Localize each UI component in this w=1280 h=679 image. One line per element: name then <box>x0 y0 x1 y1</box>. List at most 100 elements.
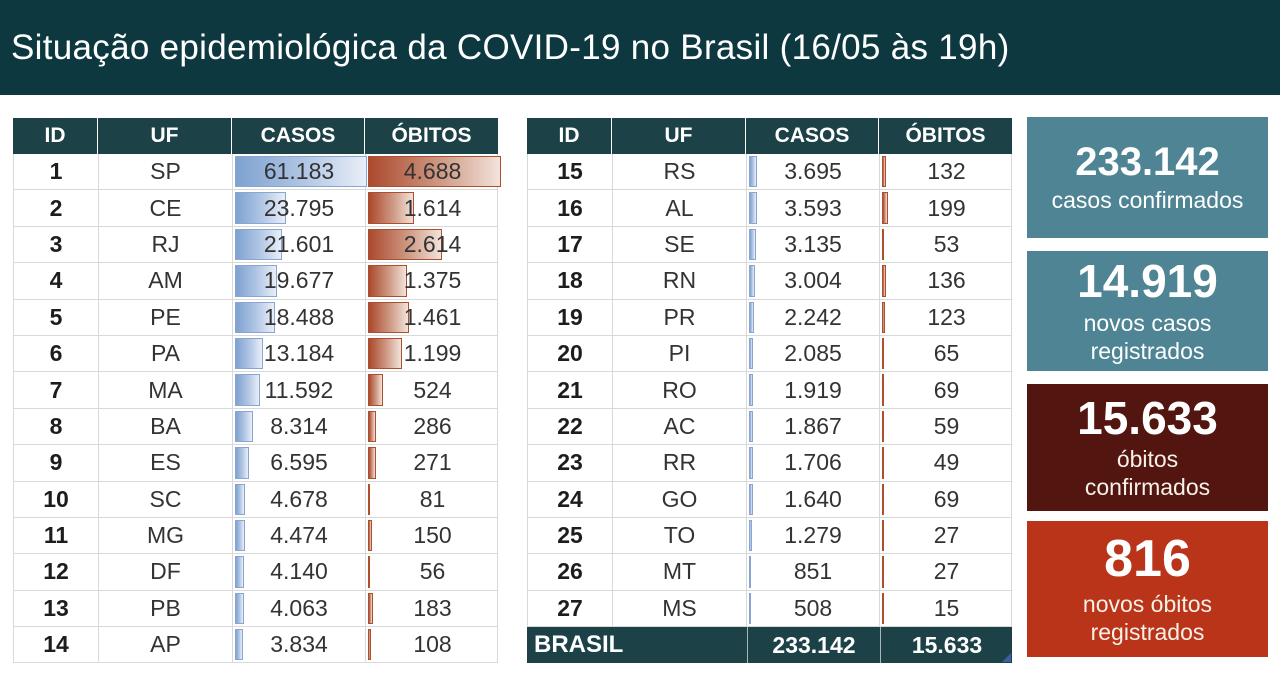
table-row: 23 RR 1.706 49 <box>527 445 1012 482</box>
table-row: 18 RN 3.004 136 <box>527 263 1012 300</box>
casos-databar <box>749 447 753 479</box>
obitos-value: 183 <box>413 594 452 621</box>
row-casos-cell: 4.474 <box>233 517 366 554</box>
obitos-value: 4.688 <box>403 158 462 185</box>
row-uf: PA <box>99 335 233 372</box>
row-casos-cell: 4.063 <box>233 590 366 627</box>
casos-databar <box>749 265 756 297</box>
row-casos-cell: 61.183 <box>233 154 367 190</box>
obitos-value: 53 <box>933 230 960 257</box>
row-uf: PR <box>613 299 747 335</box>
row-id: 26 <box>528 554 613 590</box>
row-obitos-cell: 4.688 <box>366 154 501 189</box>
row-id: 16 <box>528 190 613 226</box>
casos-databar <box>749 592 751 625</box>
card-value: 15.633 <box>1077 391 1218 444</box>
row-uf: PE <box>99 299 233 335</box>
obitos-value: 56 <box>419 558 446 585</box>
table-row: 25 TO 1.279 27 <box>527 517 1012 555</box>
obitos-databar <box>882 337 884 370</box>
table-row: 9 ES 6.595 271 <box>13 445 498 482</box>
obitos-value: 271 <box>413 449 452 476</box>
row-id: 3 <box>14 226 99 263</box>
row-uf: RO <box>613 372 747 408</box>
row-casos-cell: 21.601 <box>233 226 366 263</box>
row-uf: RJ <box>99 226 233 263</box>
row-casos-cell: 3.695 <box>747 154 880 190</box>
obitos-databar <box>368 629 372 661</box>
obitos-databar <box>368 301 410 333</box>
table-row: 7 MA 11.592 524 <box>13 372 498 409</box>
row-id: 10 <box>14 481 99 517</box>
casos-value: 18.488 <box>263 303 335 330</box>
obitos-databar <box>368 156 501 188</box>
card-label: casos confirmados <box>1051 186 1244 213</box>
obitos-databar <box>368 265 407 297</box>
row-obitos-cell: 199 <box>880 190 1013 225</box>
table-row: 21 RO 1.919 69 <box>527 372 1013 409</box>
header-id: ID <box>527 118 612 154</box>
table-row: 20 PI 2.085 65 <box>527 335 1013 373</box>
obitos-databar <box>882 374 884 406</box>
row-uf: RN <box>613 263 747 299</box>
row-obitos-cell: 1.199 <box>366 336 499 371</box>
row-casos-cell: 1.867 <box>747 408 880 445</box>
casos-databar <box>235 519 245 552</box>
row-casos-cell: 19.677 <box>233 263 366 299</box>
row-uf: MA <box>99 372 233 408</box>
casos-databar <box>235 592 244 625</box>
obitos-value: 1.461 <box>403 303 462 330</box>
row-id: 27 <box>528 590 613 627</box>
casos-value: 4.678 <box>270 485 328 512</box>
row-obitos-cell: 69 <box>880 482 1013 517</box>
casos-value: 8.314 <box>270 412 328 439</box>
table-row: 19 PR 2.242 123 <box>527 299 1012 336</box>
table-row: 27 MS 508 15 <box>527 590 1012 628</box>
row-obitos-cell: 65 <box>880 336 1013 371</box>
row-uf: SP <box>99 154 233 190</box>
obitos-databar <box>368 447 376 479</box>
table-row: 2 CE 23.795 1.614 <box>13 190 498 227</box>
obitos-value: 136 <box>927 267 966 294</box>
states-table-left: ID UF CASOS ÓBITOS 1 SP 61.183 4.688 2 C… <box>13 118 501 664</box>
title-banner: Situação epidemiológica da COVID-19 no B… <box>0 0 1280 95</box>
row-uf: AM <box>99 263 233 299</box>
row-casos-cell: 1.919 <box>747 372 880 408</box>
obitos-value: 1.375 <box>403 267 462 294</box>
row-obitos-cell: 286 <box>366 409 499 444</box>
obitos-databar <box>368 556 370 588</box>
obitos-value: 59 <box>933 412 960 439</box>
row-uf: GO <box>613 481 747 517</box>
obitos-databar <box>368 592 374 625</box>
row-obitos-cell: 2.614 <box>366 227 499 262</box>
table-row: 6 PA 13.184 1.199 <box>13 335 499 373</box>
obitos-databar <box>368 410 377 443</box>
casos-value: 3.593 <box>784 194 842 221</box>
row-casos-cell: 1.706 <box>747 445 880 481</box>
row-uf: SC <box>99 481 233 517</box>
casos-value: 1.919 <box>784 376 842 403</box>
card-novos-casos: 14.919 novos casos registrados <box>1027 251 1268 371</box>
card-label: óbitos confirmados <box>1084 446 1211 501</box>
casos-value: 851 <box>793 558 833 585</box>
obitos-databar <box>882 192 888 224</box>
row-uf: TO <box>613 517 747 554</box>
obitos-databar <box>882 156 886 188</box>
row-uf: PB <box>99 590 233 627</box>
row-obitos-cell: 69 <box>880 372 1013 407</box>
casos-value: 1.706 <box>784 449 842 476</box>
casos-databar <box>235 192 287 224</box>
row-uf: ES <box>99 445 233 481</box>
row-uf: MT <box>613 554 747 590</box>
row-obitos-cell: 1.375 <box>366 263 499 298</box>
row-id: 17 <box>528 226 613 263</box>
row-uf: DF <box>99 554 233 590</box>
row-uf: AP <box>99 627 233 663</box>
obitos-value: 27 <box>933 558 960 585</box>
row-obitos-cell: 1.461 <box>366 300 499 335</box>
obitos-databar <box>368 192 414 224</box>
casos-databar <box>235 410 253 443</box>
casos-value: 11.592 <box>264 376 334 403</box>
row-casos-cell: 4.140 <box>233 554 366 590</box>
obitos-databar <box>882 301 886 333</box>
